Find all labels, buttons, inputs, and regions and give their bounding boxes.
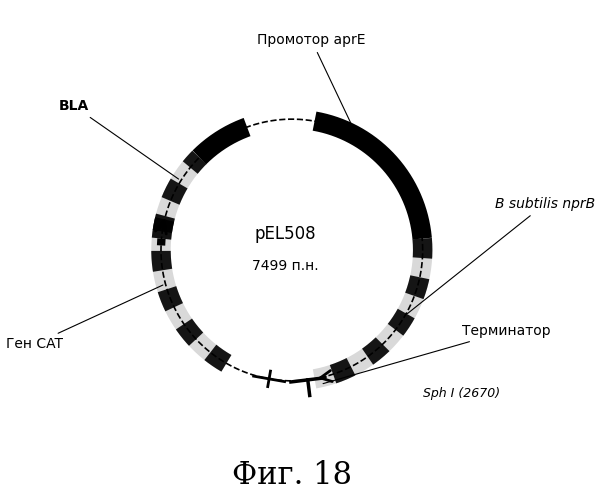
Text: pEL508: pEL508 (255, 226, 316, 244)
Text: Фиг. 18: Фиг. 18 (232, 460, 352, 490)
Text: BLA: BLA (59, 99, 179, 179)
Text: B subtilis nprB: B subtilis nprB (407, 197, 594, 314)
Text: Промотор aprE: Промотор aprE (257, 33, 365, 134)
Text: Терминатор: Терминатор (323, 324, 551, 384)
Text: 7499 п.н.: 7499 п.н. (252, 258, 319, 272)
Text: Sph I (2670): Sph I (2670) (271, 382, 500, 400)
Text: Ген CAT: Ген CAT (6, 285, 163, 351)
